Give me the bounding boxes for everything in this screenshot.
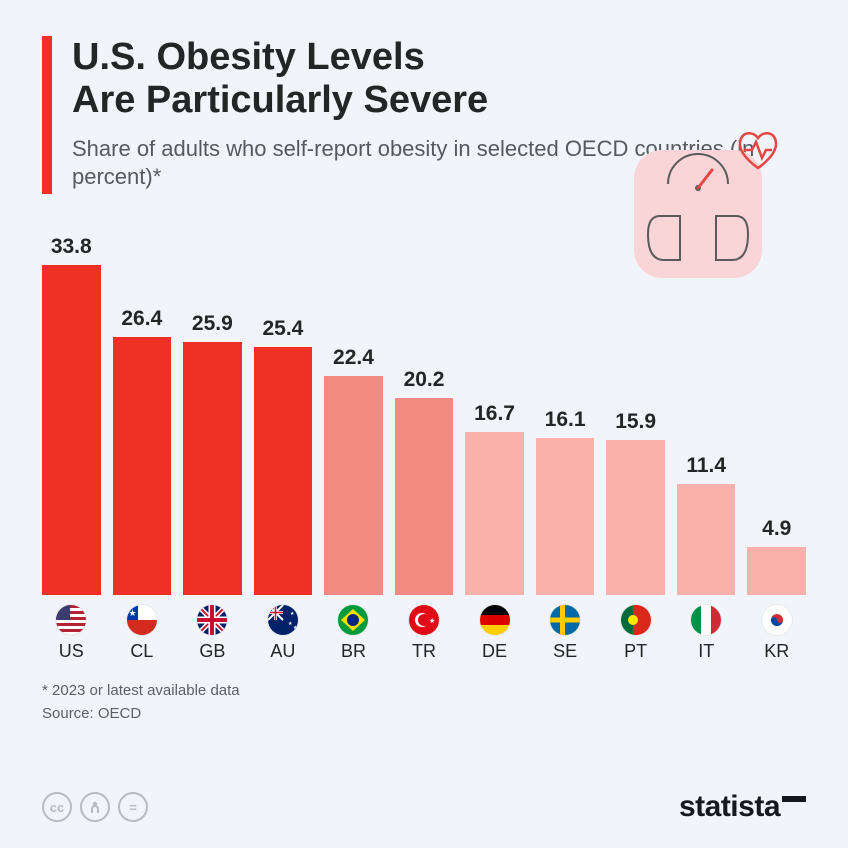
bar bbox=[677, 484, 736, 595]
bar-column: 33.8 US bbox=[42, 235, 101, 662]
bar-value: 25.9 bbox=[192, 312, 233, 336]
bar bbox=[42, 265, 101, 595]
country-code: GB bbox=[199, 641, 225, 662]
bar bbox=[465, 432, 524, 595]
license-icons: cc = bbox=[42, 792, 148, 822]
bar-column: 25.4 ★★★ AU bbox=[254, 317, 313, 662]
bar-column: 16.7 DE bbox=[465, 402, 524, 662]
country-code: TR bbox=[412, 641, 436, 662]
flag-icon: ★★★ bbox=[268, 605, 298, 635]
bar bbox=[606, 440, 665, 595]
flag-icon bbox=[197, 605, 227, 635]
title-line-2: Are Particularly Severe bbox=[72, 79, 488, 121]
bar bbox=[395, 398, 454, 595]
bar-chart: 33.8 US 26.4 ★ CL 25.9 GB 25.4 ★★★ AU 22… bbox=[42, 242, 806, 662]
flag-icon bbox=[56, 605, 86, 635]
country-code: BR bbox=[341, 641, 366, 662]
flag-icon bbox=[691, 605, 721, 635]
nd-license-icon: = bbox=[118, 792, 148, 822]
bar-column: 20.2 ★ TR bbox=[395, 368, 454, 662]
by-license-icon bbox=[80, 792, 110, 822]
bar bbox=[113, 337, 172, 595]
scale-heart-icon bbox=[628, 130, 788, 290]
bar-column: 15.9 PT bbox=[606, 410, 665, 662]
bar-value: 4.9 bbox=[762, 517, 791, 541]
flag-icon bbox=[550, 605, 580, 635]
country-code: AU bbox=[270, 641, 295, 662]
bar-value: 26.4 bbox=[121, 307, 162, 331]
infographic-card: U.S. Obesity Levels Are Particularly Sev… bbox=[0, 0, 848, 848]
flag-icon bbox=[621, 605, 651, 635]
accent-bar bbox=[42, 36, 52, 194]
bar-column: 4.9 KR bbox=[747, 517, 806, 662]
flag-icon bbox=[480, 605, 510, 635]
title: U.S. Obesity Levels Are Particularly Sev… bbox=[72, 36, 806, 121]
flag-icon: ★ bbox=[127, 605, 157, 635]
svg-text:★: ★ bbox=[128, 608, 136, 618]
svg-text:★: ★ bbox=[293, 625, 298, 631]
bar bbox=[536, 438, 595, 595]
bar bbox=[747, 547, 806, 595]
bar-value: 20.2 bbox=[404, 368, 445, 392]
country-code: IT bbox=[698, 641, 714, 662]
footer: cc = statista bbox=[42, 790, 806, 824]
country-code: SE bbox=[553, 641, 577, 662]
bar-value: 25.4 bbox=[262, 317, 303, 341]
svg-text:★: ★ bbox=[290, 611, 295, 617]
brand-text: statista bbox=[679, 790, 780, 824]
country-code: PT bbox=[624, 641, 647, 662]
country-code: US bbox=[59, 641, 84, 662]
flag-icon bbox=[338, 605, 368, 635]
country-code: KR bbox=[764, 641, 789, 662]
bar-value: 16.7 bbox=[474, 402, 515, 426]
footnotes: * 2023 or latest available data Source: … bbox=[42, 680, 806, 725]
bar-column: 26.4 ★ CL bbox=[113, 307, 172, 662]
flag-icon: ★ bbox=[409, 605, 439, 635]
bar-column: 11.4 IT bbox=[677, 454, 736, 662]
bar-value: 16.1 bbox=[545, 408, 586, 432]
bar bbox=[324, 376, 383, 595]
flag-icon bbox=[762, 605, 792, 635]
bar-column: 25.9 GB bbox=[183, 312, 242, 662]
country-code: DE bbox=[482, 641, 507, 662]
bar-value: 11.4 bbox=[686, 454, 726, 478]
footnote-data-year: * 2023 or latest available data bbox=[42, 680, 806, 703]
bar bbox=[254, 347, 313, 595]
country-code: CL bbox=[130, 641, 153, 662]
bar-value: 22.4 bbox=[333, 346, 374, 370]
svg-text:★: ★ bbox=[429, 617, 435, 625]
bar-value: 15.9 bbox=[615, 410, 656, 434]
bar-value: 33.8 bbox=[51, 235, 92, 259]
bar bbox=[183, 342, 242, 595]
bar-column: 22.4 BR bbox=[324, 346, 383, 662]
brand-bar-icon bbox=[782, 796, 806, 802]
brand-logo: statista bbox=[679, 790, 806, 824]
footnote-source: Source: OECD bbox=[42, 703, 806, 726]
bar-column: 16.1 SE bbox=[536, 408, 595, 662]
title-line-1: U.S. Obesity Levels bbox=[72, 36, 425, 78]
cc-license-icon: cc bbox=[42, 792, 72, 822]
